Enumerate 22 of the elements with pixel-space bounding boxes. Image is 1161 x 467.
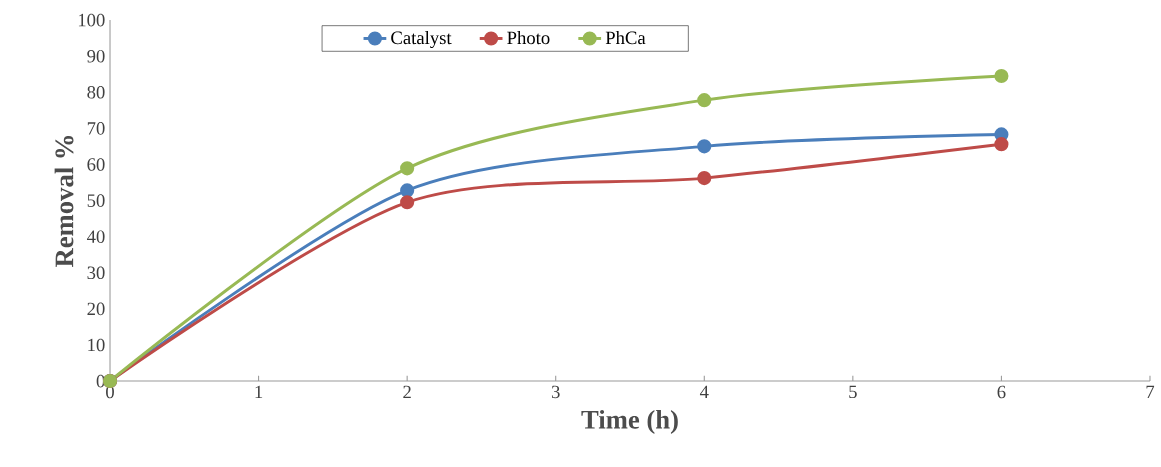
y-tick-label: 40 (86, 230, 105, 243)
y-tick-label: 80 (87, 85, 105, 99)
y-tick-label: 30 (87, 266, 105, 280)
legend-label: Photo (507, 31, 550, 45)
x-tick-label: 3 (551, 385, 560, 399)
y-tick-label: 50 (87, 194, 105, 207)
x-tick-label: 2 (403, 385, 411, 399)
y-tick-label: 100 (78, 13, 105, 27)
x-tick-label: 5 (849, 385, 857, 399)
x-tick-label: 6 (997, 385, 1006, 399)
x-tick-label: 1 (255, 385, 263, 399)
y-axis-title: Removal % (54, 136, 74, 268)
legend-label: PhCa (605, 31, 646, 45)
x-tick-label: 7 (1146, 385, 1155, 398)
legend-label: Catalyst (391, 31, 452, 48)
y-tick-label: 20 (87, 302, 105, 316)
y-tick-label: 10 (88, 338, 105, 352)
y-tick-label: 90 (87, 49, 105, 63)
x-tick-label: 4 (699, 385, 709, 398)
x-axis-title: Time (h) (581, 409, 678, 435)
y-tick-label: 70 (87, 122, 105, 135)
y-tick-label: 60 (87, 158, 105, 171)
